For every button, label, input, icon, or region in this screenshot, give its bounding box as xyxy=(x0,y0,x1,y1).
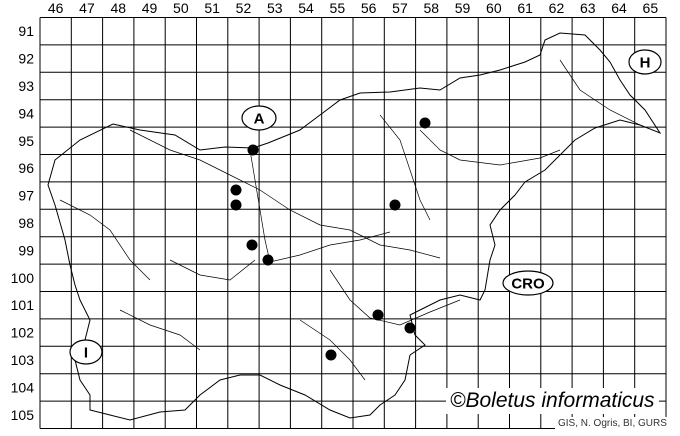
country-labels: A H CRO I xyxy=(69,49,662,365)
country-label-h: H xyxy=(640,55,651,72)
rivers xyxy=(59,59,641,381)
column-label: 56 xyxy=(361,0,377,16)
row-label: 98 xyxy=(18,215,34,231)
row-label: 94 xyxy=(18,105,34,121)
occurrence-marker xyxy=(230,199,242,211)
column-label: 64 xyxy=(611,0,627,16)
occurrence-marker xyxy=(419,117,431,129)
grid xyxy=(39,17,667,429)
column-label: 49 xyxy=(142,0,158,16)
country-label-ellipse xyxy=(628,49,662,75)
column-label: 60 xyxy=(486,0,502,16)
grid-labels: 46 47 48 49 50 51 52 53 54 55 56 57 58 59 60 61 62 63 64 65… xyxy=(11,0,659,423)
column-label: 62 xyxy=(549,0,565,16)
column-label: 47 xyxy=(79,0,95,16)
column-label: 52 xyxy=(236,0,252,16)
row-label: 105 xyxy=(11,407,35,423)
column-label: 50 xyxy=(173,0,189,16)
row-label: 102 xyxy=(11,325,35,341)
column-label: 48 xyxy=(110,0,126,16)
occurrence-marker xyxy=(372,309,384,321)
country-label-ellipse xyxy=(502,270,554,296)
column-label: 57 xyxy=(392,0,408,16)
column-label: 54 xyxy=(298,0,314,16)
row-label: 104 xyxy=(11,379,35,395)
copyright-text: ©Boletus informaticus xyxy=(446,388,659,414)
row-label: 99 xyxy=(18,242,34,258)
credits-text: GIS, N. Ogris, BI, GURS xyxy=(555,417,670,430)
row-label: 97 xyxy=(18,188,34,204)
column-label: 53 xyxy=(267,0,283,16)
column-label: 58 xyxy=(423,0,439,16)
row-label: 96 xyxy=(18,160,34,176)
occurrence-marker xyxy=(404,322,416,334)
column-label: 51 xyxy=(204,0,220,16)
occurrence-marker xyxy=(262,254,274,266)
occurrence-marker xyxy=(389,199,401,211)
occurrence-markers xyxy=(230,117,431,361)
column-label: 65 xyxy=(643,0,659,16)
row-label: 101 xyxy=(11,297,35,313)
column-label: 46 xyxy=(48,0,64,16)
occurrence-marker xyxy=(246,239,258,251)
row-label: 92 xyxy=(18,51,34,67)
country-label-i: I xyxy=(84,345,88,362)
column-label: 61 xyxy=(517,0,533,16)
country-label-a: A xyxy=(254,111,265,128)
row-label: 91 xyxy=(18,23,34,39)
row-label: 95 xyxy=(18,133,34,149)
column-label: 55 xyxy=(330,0,346,16)
occurrence-marker xyxy=(325,349,337,361)
country-label-ellipse xyxy=(241,105,277,131)
column-label: 63 xyxy=(580,0,596,16)
row-label: 100 xyxy=(11,270,35,286)
occurrence-marker xyxy=(247,144,259,156)
country-border xyxy=(47,32,662,421)
row-label: 93 xyxy=(18,78,34,94)
column-label: 59 xyxy=(455,0,471,16)
country-label-ellipse xyxy=(69,339,103,365)
country-label-cro: CRO xyxy=(511,276,545,293)
occurrence-marker xyxy=(230,184,242,196)
row-label: 103 xyxy=(11,352,35,368)
